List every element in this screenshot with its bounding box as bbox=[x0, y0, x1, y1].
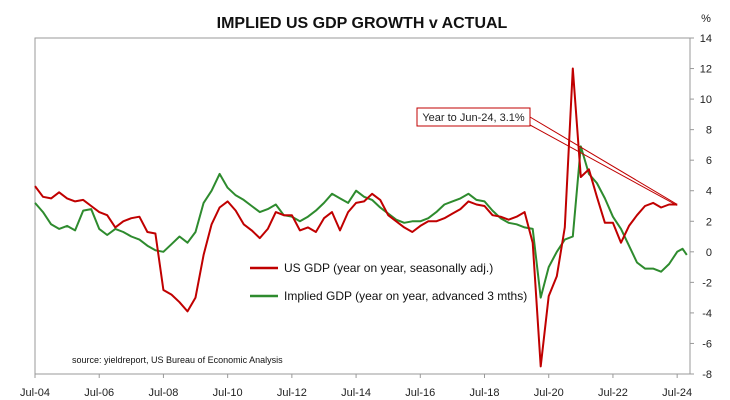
y-tick-label: -8 bbox=[702, 369, 712, 381]
x-tick-label: Jul-12 bbox=[277, 387, 307, 399]
x-tick-label: Jul-08 bbox=[148, 387, 178, 399]
x-tick-label: Jul-14 bbox=[341, 387, 371, 399]
y-tick-label: -4 bbox=[702, 308, 712, 320]
x-tick-label: Jul-24 bbox=[662, 387, 692, 399]
y-tick-label: 0 bbox=[706, 247, 712, 259]
y-tick-label: 8 bbox=[706, 125, 712, 137]
x-tick-label: Jul-18 bbox=[470, 387, 500, 399]
y-tick-label: -6 bbox=[702, 338, 712, 350]
y-tick-label: -2 bbox=[702, 277, 712, 289]
x-tick-label: Jul-06 bbox=[84, 387, 114, 399]
y-tick-label: 4 bbox=[706, 186, 712, 198]
x-tick-label: Jul-10 bbox=[213, 387, 243, 399]
legend: US GDP (year on year, seasonally adj.) Im… bbox=[250, 261, 527, 303]
chart-title: IMPLIED US GDP GROWTH v ACTUAL bbox=[217, 15, 508, 32]
x-axis: Jul-04 Jul-06 Jul-08 Jul-10 Jul-12 Jul-14 Jul-… bbox=[20, 374, 692, 399]
y-tick-label: 14 bbox=[700, 33, 712, 45]
legend-label: US GDP (year on year, seasonally adj.) bbox=[284, 261, 493, 275]
x-tick-label: Jul-22 bbox=[598, 387, 628, 399]
series-line-implied-gdp bbox=[34, 145, 688, 299]
annotation: Year to Jun-24, 3.1% bbox=[416, 107, 678, 206]
annotation-leader bbox=[529, 116, 678, 205]
annotation-label: Year to Jun-24, 3.1% bbox=[422, 112, 525, 124]
series-layer bbox=[34, 67, 688, 368]
x-tick-label: Jul-16 bbox=[405, 387, 435, 399]
x-tick-label: Jul-04 bbox=[20, 387, 50, 399]
annotation-box bbox=[416, 107, 531, 127]
annotation-leader bbox=[529, 124, 678, 206]
legend-label: Implied GDP (year on year, advanced 3 mt… bbox=[284, 289, 527, 303]
source-note: source: yieldreport, US Bureau of Econom… bbox=[72, 355, 283, 365]
y-axis: -8 -6 -4 -2 0 2 4 6 8 10 12 14 bbox=[690, 33, 712, 381]
series-line-us-gdp bbox=[34, 67, 678, 368]
y-axis-unit: % bbox=[701, 13, 711, 25]
plot-frame bbox=[34, 37, 691, 375]
y-tick-label: 2 bbox=[706, 216, 712, 228]
x-tick-label: Jul-20 bbox=[534, 387, 564, 399]
y-tick-label: 6 bbox=[706, 155, 712, 167]
y-tick-label: 10 bbox=[700, 94, 712, 106]
y-tick-label: 12 bbox=[700, 64, 712, 76]
